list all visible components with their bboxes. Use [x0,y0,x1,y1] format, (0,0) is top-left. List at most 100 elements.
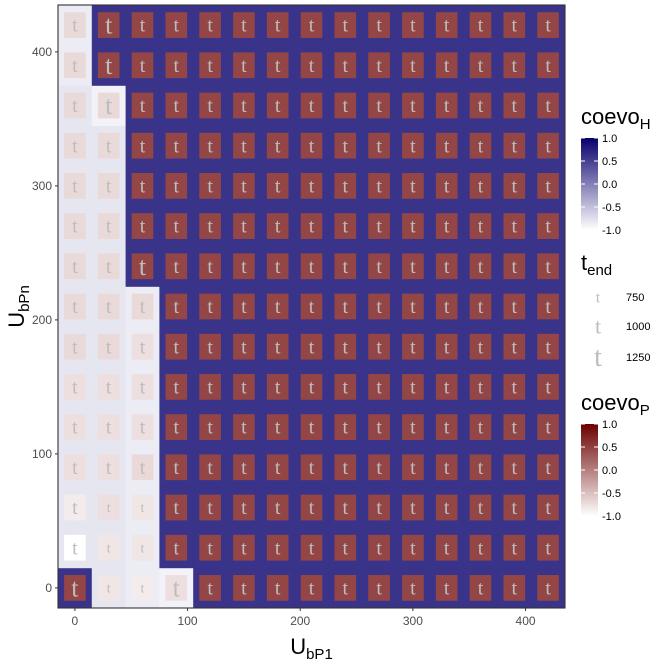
tile-glyph: t [275,176,281,198]
tile-parasite [402,92,424,119]
tile-parasite [266,494,289,521]
tile-parasite [469,333,492,360]
colorbar-label: 0.5 [602,156,617,168]
x-tick-label: 0 [72,614,79,628]
tile-parasite [368,52,390,79]
colorbar [581,424,598,516]
tile-glyph: t [376,15,382,37]
tile-parasite [266,534,289,561]
tile-parasite [537,132,559,159]
tile-parasite [402,575,424,601]
tile-glyph: t [343,176,349,198]
tile-parasite [368,132,390,159]
tile-glyph: t [309,296,315,318]
tile-glyph: t [275,296,281,318]
tile-parasite [131,333,154,360]
tile-parasite [503,12,526,38]
tile-glyph: t [241,135,247,157]
tile-parasite [266,575,289,601]
x-tick-label: 300 [403,614,423,628]
tile-glyph: t [174,377,180,399]
tile-parasite [402,12,424,38]
tile-parasite [300,534,323,561]
tile-parasite [97,454,120,481]
tile-parasite [503,454,526,481]
y-axis-title: UbPn [4,285,33,328]
tile-glyph: t [207,537,213,559]
tile-parasite [199,12,221,38]
tile-glyph: t [207,176,213,198]
tile-glyph: t [105,91,113,120]
tile-parasite [469,92,492,119]
tile-parasite [469,12,492,38]
tile-glyph: t [72,457,78,479]
tile-glyph: t [343,15,349,37]
tile-glyph: t [343,578,349,600]
tile-parasite [199,374,221,400]
tile-glyph: t [140,457,146,479]
tile-parasite [537,213,559,239]
tile-glyph: t [174,176,180,198]
tile-parasite [64,534,86,561]
tile-glyph: t [343,497,349,519]
colorbar-label: -0.5 [602,488,621,500]
tile-glyph: t [106,377,112,399]
tile-glyph: t [106,457,112,479]
tile-parasite [537,374,559,400]
tile-glyph: t [107,501,111,516]
tile-glyph: t [376,135,382,157]
tile-parasite [334,293,357,320]
tile-parasite [300,173,323,199]
tile-glyph: t [376,176,382,198]
tile-parasite [233,534,255,561]
tile-parasite [368,374,390,400]
tile-glyph: t [140,216,146,238]
tile-parasite [165,132,188,159]
tile-glyph: t [545,497,551,519]
tile-glyph: t [343,336,349,358]
tile-parasite [64,414,86,440]
tile-parasite [64,52,86,79]
size-legend-glyph: t [595,313,601,338]
tile-parasite [300,333,323,360]
tile-parasite [537,173,559,199]
tile-parasite [435,173,458,199]
tile-parasite [469,52,492,79]
tile-glyph: t [376,296,382,318]
legend-title: tend [581,250,612,279]
tile-glyph: t [107,541,111,556]
colorbar-label: 1.0 [602,419,617,431]
tile-parasite [64,253,86,280]
tile-glyph: t [275,578,281,600]
tile-parasite [334,52,357,79]
tile-glyph: t [376,537,382,559]
x-tick-label: 200 [290,614,310,628]
tile-parasite [266,173,289,199]
tile-parasite [97,414,120,440]
tile-parasite [469,173,492,199]
tile-parasite [334,92,357,119]
tile-glyph: t [275,216,281,238]
tile-parasite [266,92,289,119]
tile-glyph: t [241,216,247,238]
tile-glyph: t [376,336,382,358]
tile-parasite [503,333,526,360]
tile-glyph: t [241,537,247,559]
tile-glyph: t [174,497,180,519]
tile-glyph: t [275,497,281,519]
colorbar-label: -1.0 [602,511,621,523]
tile-glyph: t [275,256,281,278]
tile-glyph: t [444,417,450,439]
tile-parasite [97,52,120,79]
tile-parasite [402,52,424,79]
tile-glyph: t [241,15,247,37]
tile-glyph: t [444,55,450,77]
tile-glyph: t [410,578,416,600]
tile-glyph: t [444,296,450,318]
tile-glyph: t [376,256,382,278]
tile-glyph: t [72,417,78,439]
size-legend-label: 1250 [626,352,650,364]
tile-glyph: t [410,537,416,559]
tile-parasite [64,293,86,320]
tile-parasite [233,333,255,360]
